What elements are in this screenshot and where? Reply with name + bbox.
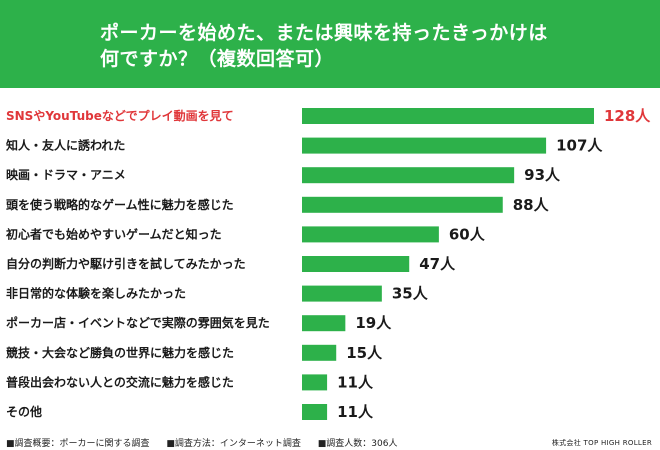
category-label: 自分の判断力や駆け引きを試してみたかった <box>6 256 246 271</box>
bar <box>302 137 547 154</box>
bar <box>302 226 439 243</box>
survey-count: ■調査人数：306人 <box>317 439 398 449</box>
value-label: 11人 <box>337 403 374 421</box>
bar <box>302 196 503 213</box>
category-label: 知人・友人に誘われた <box>5 138 125 153</box>
bar <box>302 374 328 391</box>
bar <box>302 285 382 302</box>
value-label: 15人 <box>346 344 383 362</box>
value-label: 47人 <box>419 255 456 273</box>
category-label: ポーカー店・イベントなどで実際の雰囲気を見た <box>6 315 270 330</box>
survey-method: ■調査方法：インターネット調査 <box>166 439 301 449</box>
bar <box>302 256 410 272</box>
value-label: 93人 <box>524 166 561 184</box>
value-label: 107人 <box>556 137 603 155</box>
category-label: 映画・ドラマ・アニメ <box>6 167 126 182</box>
value-label: 35人 <box>392 285 429 303</box>
category-label: 初心者でも始めやすいゲームだと知った <box>6 226 222 241</box>
brand-logo-text: 株式会社 TOP HIGH ROLLER <box>551 439 652 447</box>
chart-title-line-1: ポーカーを始めた、または興味を持ったきっかけは <box>100 22 548 44</box>
bar <box>302 344 337 361</box>
bar <box>302 404 328 420</box>
survey-summary: ■調査概要：ポーカーに関する調査 <box>6 439 150 449</box>
chart-header: ポーカーを始めた、または興味を持ったきっかけは 何ですか？（複数回答可） <box>0 0 660 88</box>
value-label: 128人 <box>604 107 651 125</box>
category-label: SNSやYouTubeなどでプレイ動画を見て <box>6 108 234 123</box>
category-label: 非日常的な体験を楽しみたかった <box>6 286 186 301</box>
bar <box>302 167 515 184</box>
chart-title-line-2: 何ですか？（複数回答可） <box>100 48 335 70</box>
survey-footer: ■調査概要：ポーカーに関する調査 ■調査方法：インターネット調査 ■調査人数：3… <box>6 436 411 449</box>
category-label: その他 <box>6 404 42 419</box>
category-label: 頭を使う戦略的なゲーム性に魅力を感じた <box>6 197 234 212</box>
value-label: 11人 <box>337 373 374 391</box>
value-label: 60人 <box>449 225 486 243</box>
bar <box>302 315 346 332</box>
category-label: 競技・大会など勝負の世界に魅力を感じた <box>6 345 234 360</box>
value-label: 88人 <box>513 196 550 214</box>
value-label: 19人 <box>355 314 392 332</box>
category-label: 普段出会わない人との交流に魅力を感じた <box>6 374 234 389</box>
bar <box>302 108 594 124</box>
